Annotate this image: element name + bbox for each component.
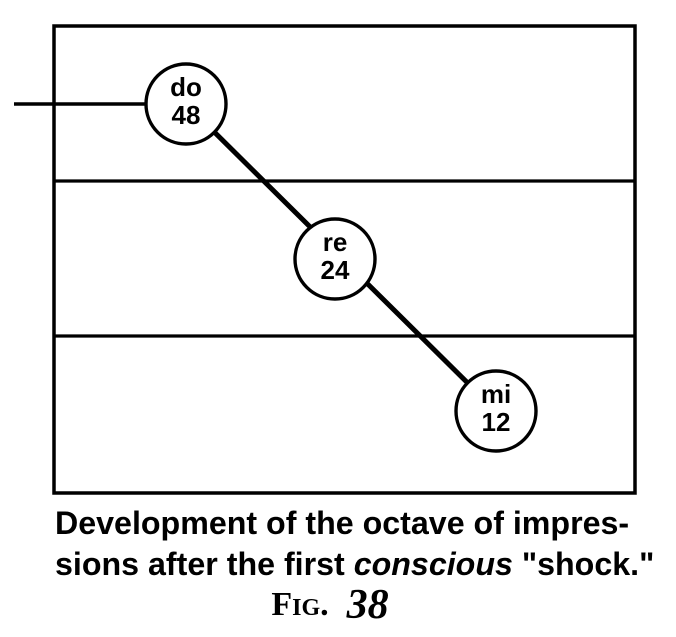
svg-text:re: re [323, 227, 348, 257]
svg-text:48: 48 [172, 100, 201, 130]
svg-text:24: 24 [321, 255, 350, 285]
svg-text:do: do [170, 72, 202, 102]
svg-text:mi: mi [481, 379, 511, 409]
svg-text:12: 12 [482, 407, 511, 437]
